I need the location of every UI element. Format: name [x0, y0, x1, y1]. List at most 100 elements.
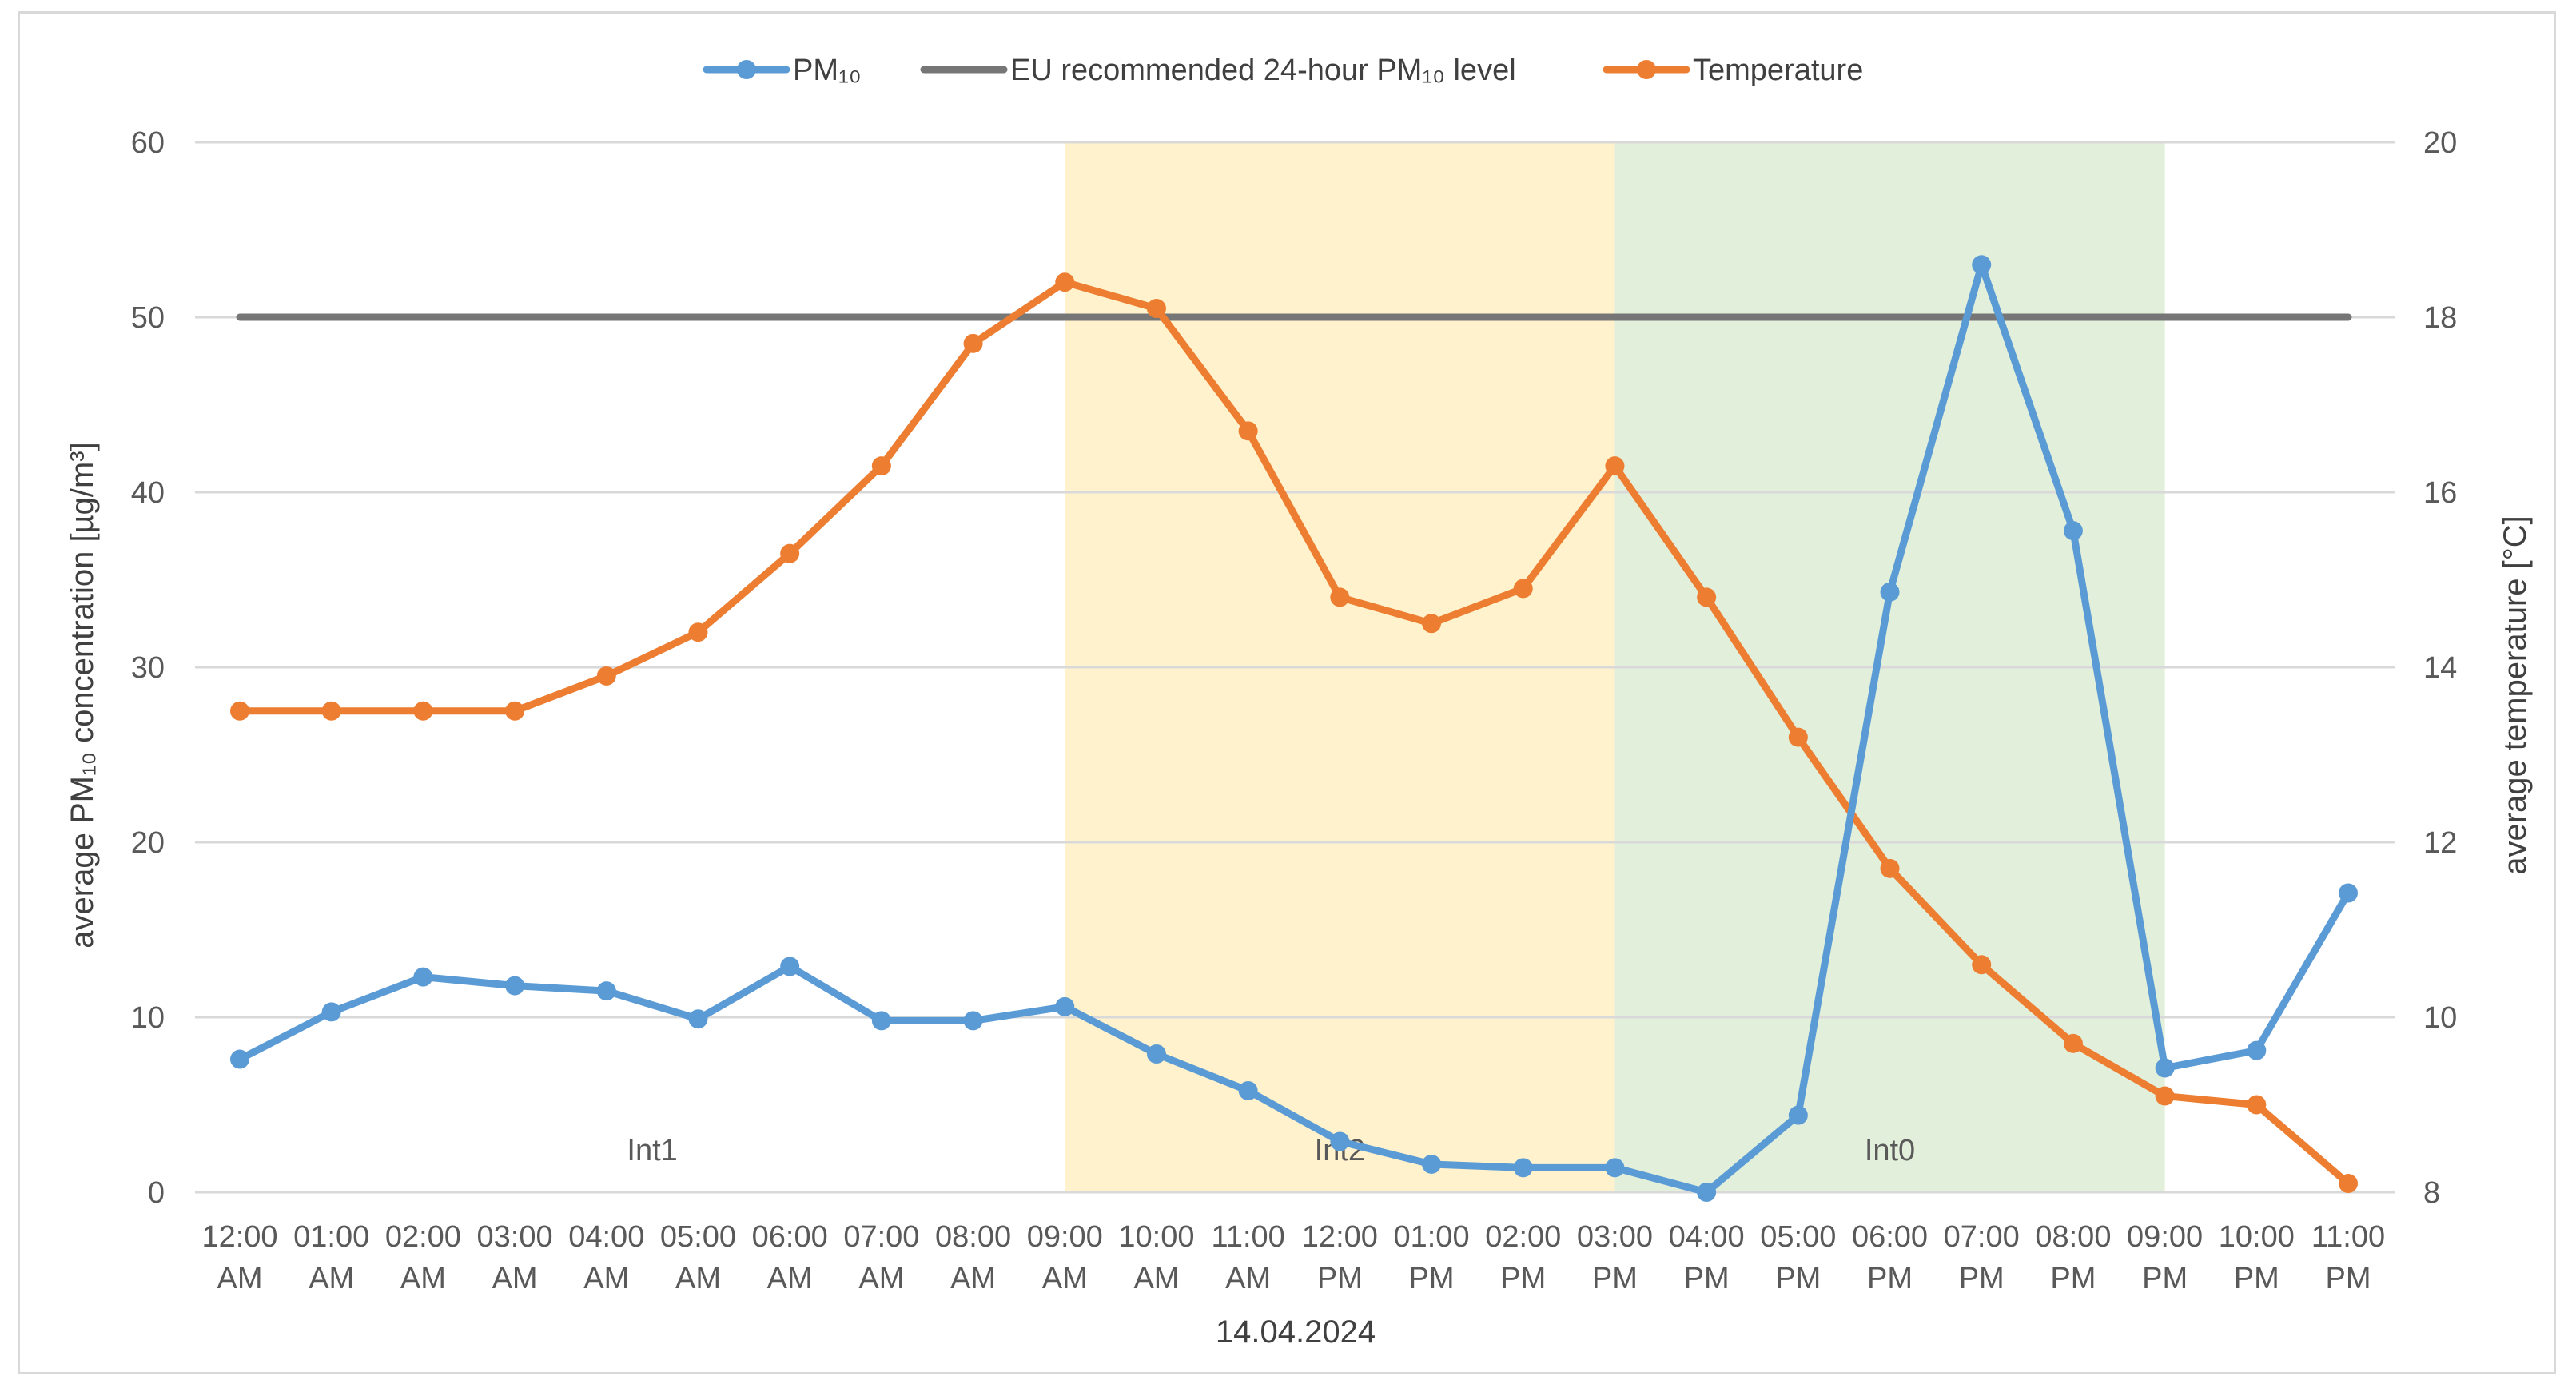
right-axis-title: average temperature [°C] — [2498, 515, 2533, 875]
x-tick-label: 11:00 PM — [2311, 1220, 2385, 1295]
data-point-pm10 — [596, 981, 616, 1001]
legend-marker-pm10 — [737, 60, 756, 79]
x-tick-label: 03:00 PM — [1577, 1220, 1653, 1295]
data-point-pm10 — [1605, 1158, 1625, 1178]
data-point-temperature — [230, 701, 249, 721]
data-point-pm10 — [2063, 521, 2083, 541]
legend-marker-temperature — [1637, 60, 1656, 79]
data-point-temperature — [1605, 456, 1625, 476]
data-point-pm10 — [871, 1011, 891, 1031]
data-point-pm10 — [1330, 1131, 1350, 1151]
data-point-temperature — [596, 666, 616, 686]
band-label-int1: Int1 — [627, 1134, 677, 1167]
data-point-temperature — [2155, 1086, 2175, 1106]
x-tick-label: 12:00 PM — [1302, 1220, 1378, 1295]
x-tick-label: 07:00 PM — [1944, 1220, 2020, 1295]
data-point-pm10 — [2339, 883, 2358, 903]
x-tick-label: 06:00 AM — [752, 1220, 828, 1295]
data-point-temperature — [413, 701, 433, 721]
data-point-temperature — [688, 622, 708, 642]
right-tick-label: 16 — [2423, 476, 2457, 510]
x-tick-label: 04:00 PM — [1669, 1220, 1745, 1295]
left-axis-ticks: 0 10 20 30 40 50 60 — [131, 126, 165, 1210]
right-tick-label: 20 — [2423, 126, 2457, 160]
x-tick-label: 04:00 AM — [568, 1220, 644, 1295]
data-point-pm10 — [1055, 996, 1075, 1016]
x-tick-label: 10:00 PM — [2219, 1220, 2295, 1295]
left-tick-label: 10 — [131, 1001, 165, 1035]
left-axis-title: average PM₁₀ concentration [µg/m³] — [65, 442, 100, 948]
x-tick-label: 08:00 AM — [935, 1220, 1011, 1295]
data-point-pm10 — [2247, 1040, 2267, 1060]
x-tick-label: 09:00 PM — [2127, 1220, 2203, 1295]
data-point-temperature — [321, 701, 341, 721]
left-tick-label: 30 — [131, 651, 165, 685]
data-point-pm10 — [505, 976, 525, 996]
series-line-pm10 — [236, 261, 2352, 1196]
x-tick-label: 01:00 AM — [293, 1220, 369, 1295]
x-tick-label: 08:00 PM — [2035, 1220, 2111, 1295]
data-point-pm10 — [1788, 1105, 1808, 1125]
data-point-temperature — [1238, 421, 1258, 441]
data-point-pm10 — [230, 1049, 249, 1069]
x-tick-label: 02:00 PM — [1485, 1220, 1561, 1295]
data-point-temperature — [1880, 858, 1900, 878]
data-point-pm10 — [688, 1009, 708, 1029]
right-tick-label: 12 — [2423, 826, 2457, 860]
x-tick-label: 03:00 AM — [477, 1220, 553, 1295]
left-tick-label: 50 — [131, 301, 165, 335]
data-point-temperature — [1422, 614, 1442, 634]
data-point-pm10 — [963, 1011, 983, 1031]
x-tick-label: 09:00 AM — [1027, 1220, 1103, 1295]
legend-label-temperature: Temperature — [1693, 54, 1863, 87]
data-point-pm10 — [1880, 582, 1900, 602]
data-point-pm10 — [321, 1002, 341, 1022]
legend-label-pm10: PM₁₀ — [793, 54, 862, 87]
data-point-pm10 — [2155, 1058, 2175, 1078]
data-point-pm10 — [1146, 1044, 1166, 1064]
right-axis-ticks: 8 10 12 14 16 18 20 — [2423, 126, 2457, 1210]
x-tick-label: 07:00 AM — [843, 1220, 919, 1295]
data-point-temperature — [1788, 727, 1808, 747]
right-tick-label: 10 — [2423, 1001, 2457, 1035]
x-tick-label: 06:00 PM — [1852, 1220, 1928, 1295]
data-point-pm10 — [1513, 1158, 1533, 1178]
data-point-pm10 — [413, 967, 433, 987]
data-point-pm10 — [1972, 255, 1992, 275]
data-point-temperature — [505, 701, 525, 721]
data-point-pm10 — [1422, 1154, 1442, 1174]
data-point-temperature — [1513, 579, 1533, 599]
data-point-temperature — [2247, 1095, 2267, 1115]
series-line-temperature — [236, 278, 2352, 1187]
data-point-temperature — [780, 543, 800, 563]
right-tick-label: 18 — [2423, 301, 2457, 335]
data-point-pm10 — [780, 957, 800, 976]
data-point-pm10 — [1697, 1183, 1717, 1202]
x-tick-label: 12:00 AM — [201, 1220, 277, 1295]
left-tick-label: 40 — [131, 476, 165, 510]
legend: PM₁₀ EU recommended 24-hour PM₁₀ level Tem… — [703, 54, 1863, 87]
data-point-temperature — [1055, 272, 1075, 292]
legend-label-eu-limit: EU recommended 24-hour PM₁₀ level — [1010, 54, 1516, 87]
x-tick-label: 05:00 AM — [660, 1220, 736, 1295]
left-tick-label: 20 — [131, 826, 165, 860]
band-label-int0: Int0 — [1865, 1134, 1915, 1167]
x-tick-label: 10:00 AM — [1118, 1220, 1194, 1295]
x-tick-label: 01:00 PM — [1393, 1220, 1469, 1295]
data-point-temperature — [1330, 587, 1350, 607]
series-lines — [230, 255, 2358, 1202]
data-point-temperature — [1697, 587, 1717, 607]
right-tick-label: 8 — [2423, 1176, 2440, 1210]
x-tick-label: 05:00 PM — [1760, 1220, 1836, 1295]
data-point-temperature — [1146, 299, 1166, 319]
right-tick-label: 14 — [2423, 651, 2457, 685]
x-tick-label: 11:00 AM — [1212, 1220, 1285, 1295]
x-axis-title: 14.04.2024 — [1216, 1314, 1376, 1350]
left-tick-label: 60 — [131, 126, 165, 160]
data-point-pm10 — [1238, 1080, 1258, 1100]
data-point-temperature — [2339, 1174, 2358, 1194]
data-point-temperature — [2063, 1033, 2083, 1053]
left-tick-label: 0 — [148, 1176, 165, 1210]
